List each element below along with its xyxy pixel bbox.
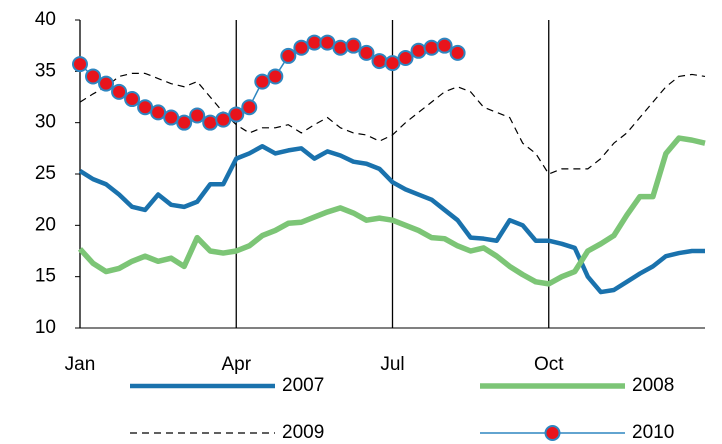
point — [423, 39, 440, 56]
point — [163, 109, 180, 126]
y-tick-label: 20 — [35, 214, 56, 235]
legend-marker — [544, 425, 561, 441]
y-tick-label: 30 — [35, 112, 56, 133]
series-line — [77, 135, 706, 287]
point — [202, 114, 219, 131]
point — [254, 73, 271, 90]
point — [228, 106, 245, 123]
point — [189, 107, 206, 124]
legend-label: 2007 — [282, 375, 324, 396]
x-tick-label: Oct — [534, 354, 564, 375]
point — [176, 114, 193, 131]
point — [397, 49, 414, 66]
point — [306, 34, 323, 51]
series-line — [78, 144, 705, 295]
x-tick-label: Apr — [221, 354, 251, 375]
point — [371, 53, 388, 70]
point — [449, 44, 466, 61]
x-tick-label: Jul — [380, 354, 404, 375]
point — [384, 55, 401, 72]
point — [137, 99, 154, 116]
point — [280, 47, 297, 64]
point — [319, 34, 336, 51]
point — [85, 68, 102, 85]
point — [332, 39, 349, 56]
point — [436, 37, 453, 54]
point — [267, 68, 284, 85]
y-tick-label: 40 — [35, 9, 56, 30]
y-tick-label: 25 — [35, 163, 56, 184]
point — [241, 99, 258, 116]
y-tick-label: 35 — [35, 60, 56, 81]
x-tick-label: Jan — [65, 354, 96, 375]
point — [410, 42, 427, 59]
point — [215, 111, 232, 128]
point — [124, 91, 141, 108]
point — [72, 56, 88, 73]
point — [111, 83, 128, 100]
y-tick-label: 15 — [35, 266, 56, 287]
point — [358, 44, 375, 61]
point — [98, 75, 115, 92]
legend-label: 2008 — [632, 375, 674, 396]
legend-label: 2009 — [282, 422, 324, 443]
y-tick-label: 10 — [35, 317, 56, 338]
point — [150, 104, 167, 121]
point — [345, 37, 362, 54]
series-line — [79, 72, 706, 175]
point — [293, 39, 310, 56]
legend-label: 2010 — [632, 422, 674, 443]
